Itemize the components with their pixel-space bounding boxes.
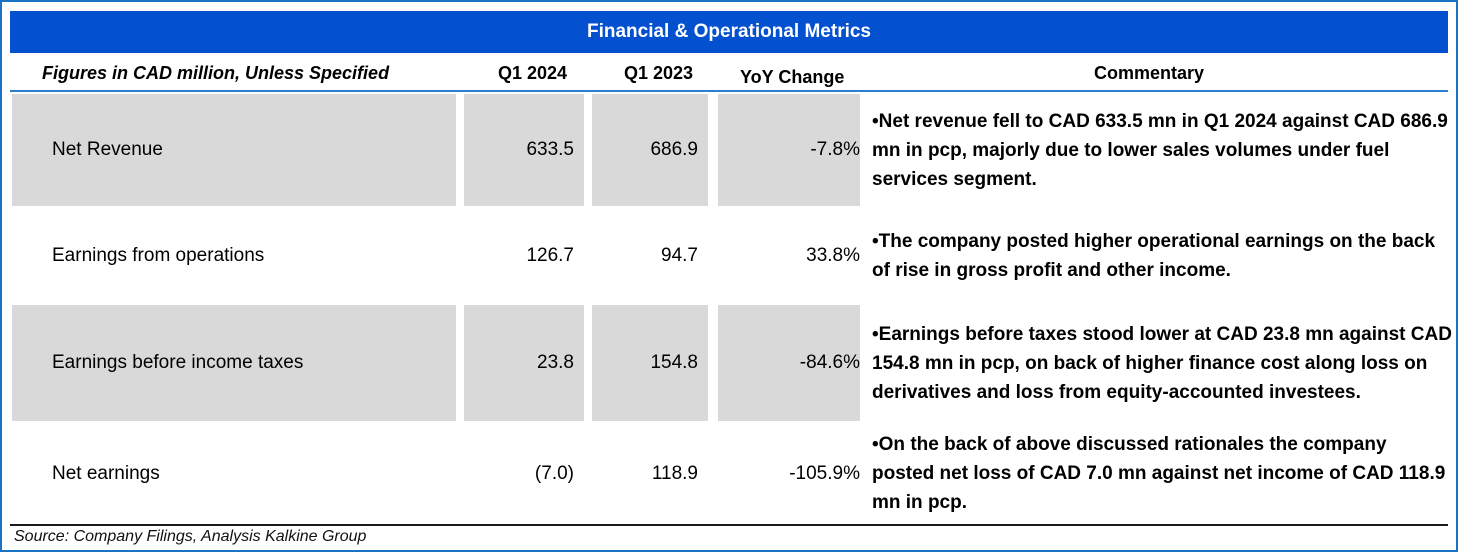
commentary-paragraph: •On the back of above discussed rational… (872, 434, 1446, 513)
value-q1-2023: 686.9 (592, 94, 708, 206)
table-row: Net Revenue 633.5 686.9 -7.8% •Net reven… (10, 94, 1448, 206)
commentary-text: •The company posted higher operational e… (872, 208, 1452, 303)
value-q1-2024: (7.0) (534, 462, 574, 484)
commentary-paragraph: •Earnings before taxes stood lower at CA… (872, 323, 1452, 403)
commentary-text: •On the back of above discussed rational… (872, 423, 1452, 524)
table-header-row: Figures in CAD million, Unless Specified… (10, 54, 1448, 92)
header-q1-2024: Q1 2024 (498, 62, 568, 83)
table-bottom-rule (10, 524, 1448, 526)
value-yoy-change: -84.6% (718, 305, 860, 421)
commentary-text: •Earnings before taxes stood lower at CA… (872, 305, 1452, 421)
header-yoy-change: YoY Change (740, 66, 845, 87)
source-note: Source: Company Filings, Analysis Kalkin… (14, 528, 367, 545)
header-commentary: Commentary (1094, 62, 1205, 83)
commentary-paragraph: •Net revenue fell to CAD 633.5 mn in Q1 … (872, 110, 1448, 190)
value-q1-2023: 94.7 (661, 244, 698, 266)
commentary-text: •Net revenue fell to CAD 633.5 mn in Q1 … (872, 94, 1452, 206)
value-q1-2024: 633.5 (464, 94, 584, 206)
value-q1-2023: 118.9 (651, 462, 698, 484)
header-figures-note: Figures in CAD million, Unless Specified (42, 62, 390, 83)
metric-label: Net Revenue (12, 94, 456, 206)
metric-label: Earnings before income taxes (12, 305, 456, 421)
table-title: Financial & Operational Metrics (10, 11, 1448, 53)
value-q1-2024: 23.8 (464, 305, 584, 421)
value-q1-2023: 154.8 (592, 305, 708, 421)
commentary-paragraph: •The company posted higher operational e… (872, 230, 1436, 281)
metric-label: Earnings from operations (52, 244, 265, 266)
header-q1-2023: Q1 2023 (624, 62, 694, 83)
value-yoy-change: -105.9% (789, 462, 860, 484)
table-row: Net earnings (7.0) 118.9 -105.9% •On the… (10, 423, 1448, 524)
table-row: Earnings from operations 126.7 94.7 33.8… (10, 208, 1448, 303)
value-yoy-change: 33.8% (806, 244, 860, 266)
value-yoy-change: -7.8% (718, 94, 860, 206)
value-q1-2024: 126.7 (526, 244, 574, 266)
metric-label: Net earnings (52, 462, 160, 484)
table-row: Earnings before income taxes 23.8 154.8 … (10, 305, 1452, 421)
